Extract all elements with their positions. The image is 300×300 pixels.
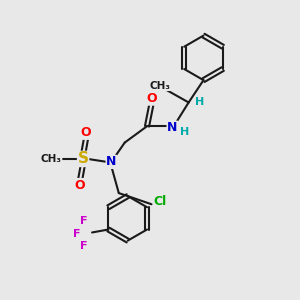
Text: O: O <box>75 178 86 192</box>
Text: F: F <box>80 216 87 226</box>
Text: H: H <box>180 127 190 136</box>
Text: O: O <box>146 92 157 105</box>
Text: N: N <box>106 155 116 168</box>
Text: H: H <box>195 98 205 107</box>
Text: O: O <box>81 126 92 139</box>
Text: S: S <box>78 152 88 166</box>
Text: CH₃: CH₃ <box>150 80 171 91</box>
Text: F: F <box>80 241 87 251</box>
Text: N: N <box>167 121 178 134</box>
Text: Cl: Cl <box>154 195 167 208</box>
Text: CH₃: CH₃ <box>41 154 62 164</box>
Text: F: F <box>73 229 80 239</box>
